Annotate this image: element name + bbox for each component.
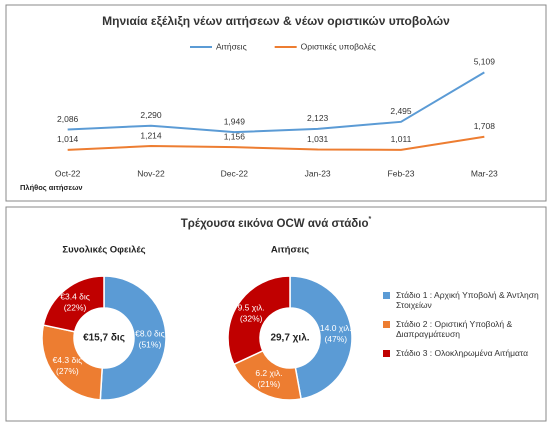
legend-item: Στάδιο 2 : Οριστική Υποβολή & Διαπραγμάτ… (383, 319, 543, 339)
data-label: €3.4 δις (60, 291, 90, 301)
data-label: €8.0 δις (135, 329, 165, 339)
legend-label: Οριστικές υποβολές (301, 41, 376, 51)
legend-label: Στάδιο 2 : Οριστική Υποβολή & Διαπραγμάτ… (396, 319, 513, 339)
x-tick-label: Nov-22 (137, 168, 165, 178)
donut-segment (41, 324, 103, 401)
donut-segment (289, 275, 353, 400)
legend-item: Στάδιο 3 : Ολοκληρωμένα Αιτήματα (383, 348, 543, 358)
donut-segment (99, 275, 167, 401)
x-tick-label: Oct-22 (55, 168, 81, 178)
percent-label: (27%) (56, 366, 79, 376)
data-label: 1,156 (224, 131, 246, 141)
center-label: 29,7 χιλ. (270, 333, 309, 344)
line (67, 135, 485, 151)
x-tick-label: Feb-23 (388, 168, 415, 178)
data-label: 1,011 (391, 134, 412, 144)
percent-label: (47%) (324, 334, 347, 344)
center-label: €15,7 δις (83, 333, 125, 344)
legend-label: Αιτήσεις (216, 41, 247, 51)
data-label: 1,949 (224, 116, 246, 126)
footnote: Πλήθος αιτήσεων (20, 183, 83, 192)
data-label: 1,708 (474, 121, 496, 131)
data-label: 5,109 (474, 57, 496, 67)
data-label: 1,014 (57, 134, 79, 144)
x-tick-label: Jan-23 (305, 168, 331, 178)
legend-swatch (383, 292, 390, 299)
x-tick-label: Mar-23 (471, 168, 498, 178)
legend: Στάδιο 1 : Αρχική Υποβολή & Άντληση Στοι… (383, 290, 543, 367)
percent-label: (22%) (64, 302, 87, 312)
donut-segment (42, 275, 105, 333)
chart-title: Μηνιαία εξέλιξη νέων αιτήσεων & νέων ορι… (102, 14, 450, 28)
data-label: 1,031 (307, 134, 329, 144)
legend-label: Στάδιο 1 : Αρχική Υποβολή & Άντληση Στοι… (396, 290, 539, 310)
data-label: 9.5 χιλ. (238, 303, 265, 313)
section-title-text: Τρέχουσα εικόνα OCW ανά στάδιο (181, 218, 369, 230)
panel (5, 4, 547, 202)
data-label: 6.2 χιλ. (255, 368, 282, 378)
percent-label: (51%) (139, 340, 162, 350)
x-tick-label: Dec-22 (221, 168, 249, 178)
panel (5, 206, 547, 422)
data-label: 14.0 χιλ. (320, 323, 352, 333)
donut-title: Συνολικές Οφειλές (62, 245, 145, 256)
data-label: 2,495 (390, 106, 412, 116)
legend-swatch (383, 321, 390, 328)
data-label: 2,290 (140, 110, 162, 120)
donut-segment (227, 275, 291, 366)
legend-swatch (383, 350, 390, 357)
line (67, 71, 485, 134)
donut-title: Αιτήσεις (271, 245, 309, 256)
percent-label: (32%) (240, 314, 263, 324)
section-title: Τρέχουσα εικόνα OCW ανά στάδιο* (181, 216, 372, 230)
legend-label: Στάδιο 3 : Ολοκληρωμένα Αιτήματα (396, 348, 529, 358)
data-label: 2,123 (307, 113, 329, 123)
data-label: €4.3 δις (53, 355, 83, 365)
percent-label: (21%) (258, 379, 281, 389)
legend-item: Στάδιο 1 : Αρχική Υποβολή & Άντληση Στοι… (383, 290, 543, 310)
footnote-marker: * (369, 216, 372, 223)
data-label: 1,214 (140, 130, 162, 140)
data-label: 2,086 (57, 114, 79, 124)
